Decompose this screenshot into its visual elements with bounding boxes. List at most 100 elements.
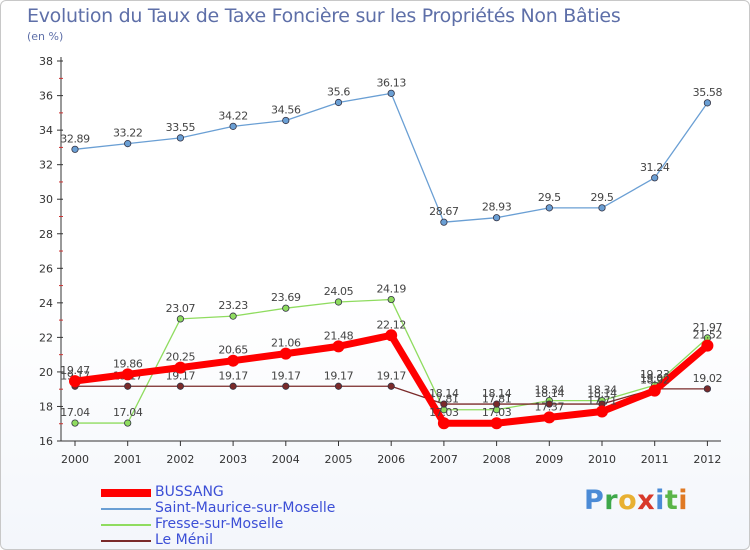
data-point-le-menil: [492, 400, 501, 408]
data-point-le-menil: [124, 382, 132, 390]
chart-title: Evolution du Taux de Taxe Foncière sur l…: [27, 5, 621, 27]
y-tick-label: 28: [39, 228, 53, 241]
data-point-bussang: [121, 368, 134, 381]
data-point-saint-maurice-sur-moselle: [651, 174, 659, 182]
data-point-saint-maurice-sur-moselle: [703, 99, 712, 107]
data-point-fresse-sur-moselle: [387, 295, 395, 304]
data-point-bussang: [69, 375, 81, 388]
data-label-le-menil: 18.14: [587, 387, 617, 400]
data-point-saint-maurice-sur-moselle: [282, 116, 290, 125]
legend-label-fresse: Fresse-sur-Moselle: [155, 516, 284, 532]
x-tick-label: 2005: [325, 453, 353, 466]
data-label-fresse-sur-moselle: 17.04: [60, 406, 90, 419]
data-point-fresse-sur-moselle: [124, 419, 132, 427]
data-point-fresse-sur-moselle: [282, 304, 290, 312]
data-point-le-menil: [545, 400, 553, 408]
y-tick-label: 36: [39, 90, 53, 103]
data-label-fresse-sur-moselle: 18.34: [535, 384, 565, 397]
y-tick-label: 18: [39, 400, 53, 413]
data-label-le-menil: 19.02: [693, 372, 723, 385]
data-point-fresse-sur-moselle: [71, 419, 79, 427]
y-tick-label: 20: [39, 366, 53, 379]
data-label-fresse-sur-moselle: 17.81: [482, 393, 512, 406]
data-point-saint-maurice-sur-moselle: [124, 140, 132, 148]
data-label-saint-maurice-sur-moselle: 33.55: [166, 121, 196, 134]
data-point-le-menil: [334, 382, 343, 390]
x-tick-label: 2008: [483, 453, 511, 466]
x-tick-label: 2009: [535, 453, 563, 466]
data-point-bussang: [279, 347, 292, 360]
data-label-saint-maurice-sur-moselle: 36.13: [376, 76, 406, 89]
data-point-saint-maurice-sur-moselle: [334, 98, 343, 107]
data-point-bussang: [227, 354, 240, 367]
data-label-bussang: 21.48: [324, 329, 354, 342]
data-point-bussang: [490, 417, 503, 430]
data-point-le-menil: [176, 382, 184, 390]
data-point-saint-maurice-sur-moselle: [387, 89, 395, 97]
x-tick-label: 2010: [588, 453, 616, 466]
proxiti-logo: Proxiti: [584, 485, 689, 516]
data-label-saint-maurice-sur-moselle: 34.22: [218, 109, 248, 122]
data-point-saint-maurice-sur-moselle: [176, 134, 184, 142]
data-label-saint-maurice-sur-moselle: 31.24: [640, 161, 670, 174]
data-label-bussang: 17.37: [535, 400, 565, 413]
data-label-bussang: 21.52: [693, 329, 723, 342]
data-label-bussang: 19.86: [113, 357, 143, 370]
legend-label-saint-maurice: Saint-Maurice-sur-Moselle: [155, 500, 336, 516]
data-point-saint-maurice-sur-moselle: [598, 204, 606, 212]
y-tick-label: 38: [39, 55, 53, 68]
data-label-bussang: 18.92: [640, 374, 670, 387]
data-point-bussang: [543, 411, 556, 424]
data-label-le-menil: 18.14: [535, 387, 565, 400]
data-point-bussang: [701, 339, 714, 352]
data-label-saint-maurice-sur-moselle: 28.93: [482, 201, 512, 214]
legend-label-bussang: BUSSANG: [155, 484, 224, 500]
data-label-fresse-sur-moselle: 21.97: [693, 321, 723, 334]
data-label-fresse-sur-moselle: 23.23: [218, 299, 248, 312]
data-point-fresse-sur-moselle: [176, 315, 184, 323]
data-label-fresse-sur-moselle: 17.81: [429, 393, 459, 406]
data-point-bussang: [648, 384, 661, 397]
data-point-saint-maurice-sur-moselle: [492, 214, 501, 222]
data-point-fresse-sur-moselle: [229, 312, 237, 320]
data-label-saint-maurice-sur-moselle: 32.89: [60, 132, 90, 145]
x-tick-label: 2007: [430, 453, 458, 466]
data-label-fresse-sur-moselle: 19.23: [640, 368, 670, 381]
legend-swatch-saint-maurice: [101, 508, 151, 510]
data-label-fresse-sur-moselle: 17.04: [113, 406, 143, 419]
x-tick-label: 2001: [114, 453, 142, 466]
data-point-fresse-sur-moselle: [334, 298, 343, 306]
x-tick-label: 2004: [272, 453, 300, 466]
data-label-saint-maurice-sur-moselle: 29.5: [591, 191, 614, 204]
data-point-bussang: [174, 361, 187, 374]
data-label-bussang: 19.47: [60, 364, 90, 377]
x-tick-label: 2000: [61, 453, 89, 466]
data-label-fresse-sur-moselle: 24.19: [376, 283, 406, 296]
data-label-fresse-sur-moselle: 18.34: [587, 384, 617, 397]
data-point-bussang: [332, 340, 345, 353]
data-label-fresse-sur-moselle: 23.07: [166, 302, 196, 315]
chart-unit-label: (en %): [27, 30, 64, 43]
legend-swatch-le-menil: [101, 540, 151, 542]
x-tick-label: 2011: [641, 453, 669, 466]
data-point-saint-maurice-sur-moselle: [229, 122, 237, 130]
data-label-saint-maurice-sur-moselle: 35.6: [327, 86, 350, 99]
data-label-le-menil: 19.17: [218, 369, 248, 382]
data-point-le-menil: [703, 385, 712, 393]
data-label-bussang: 21.06: [271, 337, 301, 350]
y-tick-label: 16: [39, 435, 53, 448]
data-label-bussang: 17.03: [429, 406, 459, 419]
data-label-bussang: 20.25: [166, 351, 196, 364]
data-label-saint-maurice-sur-moselle: 29.5: [538, 191, 561, 204]
legend-swatch-fresse: [101, 524, 151, 526]
data-label-bussang: 17.71: [587, 394, 617, 407]
y-tick-label: 26: [39, 262, 53, 275]
data-point-le-menil: [229, 382, 237, 390]
data-label-saint-maurice-sur-moselle: 33.22: [113, 127, 143, 140]
legend-swatch-bussang: [101, 489, 151, 497]
y-tick-label: 30: [39, 193, 53, 206]
data-label-le-menil: 19.17: [324, 369, 354, 382]
data-label-fresse-sur-moselle: 24.05: [324, 285, 354, 298]
